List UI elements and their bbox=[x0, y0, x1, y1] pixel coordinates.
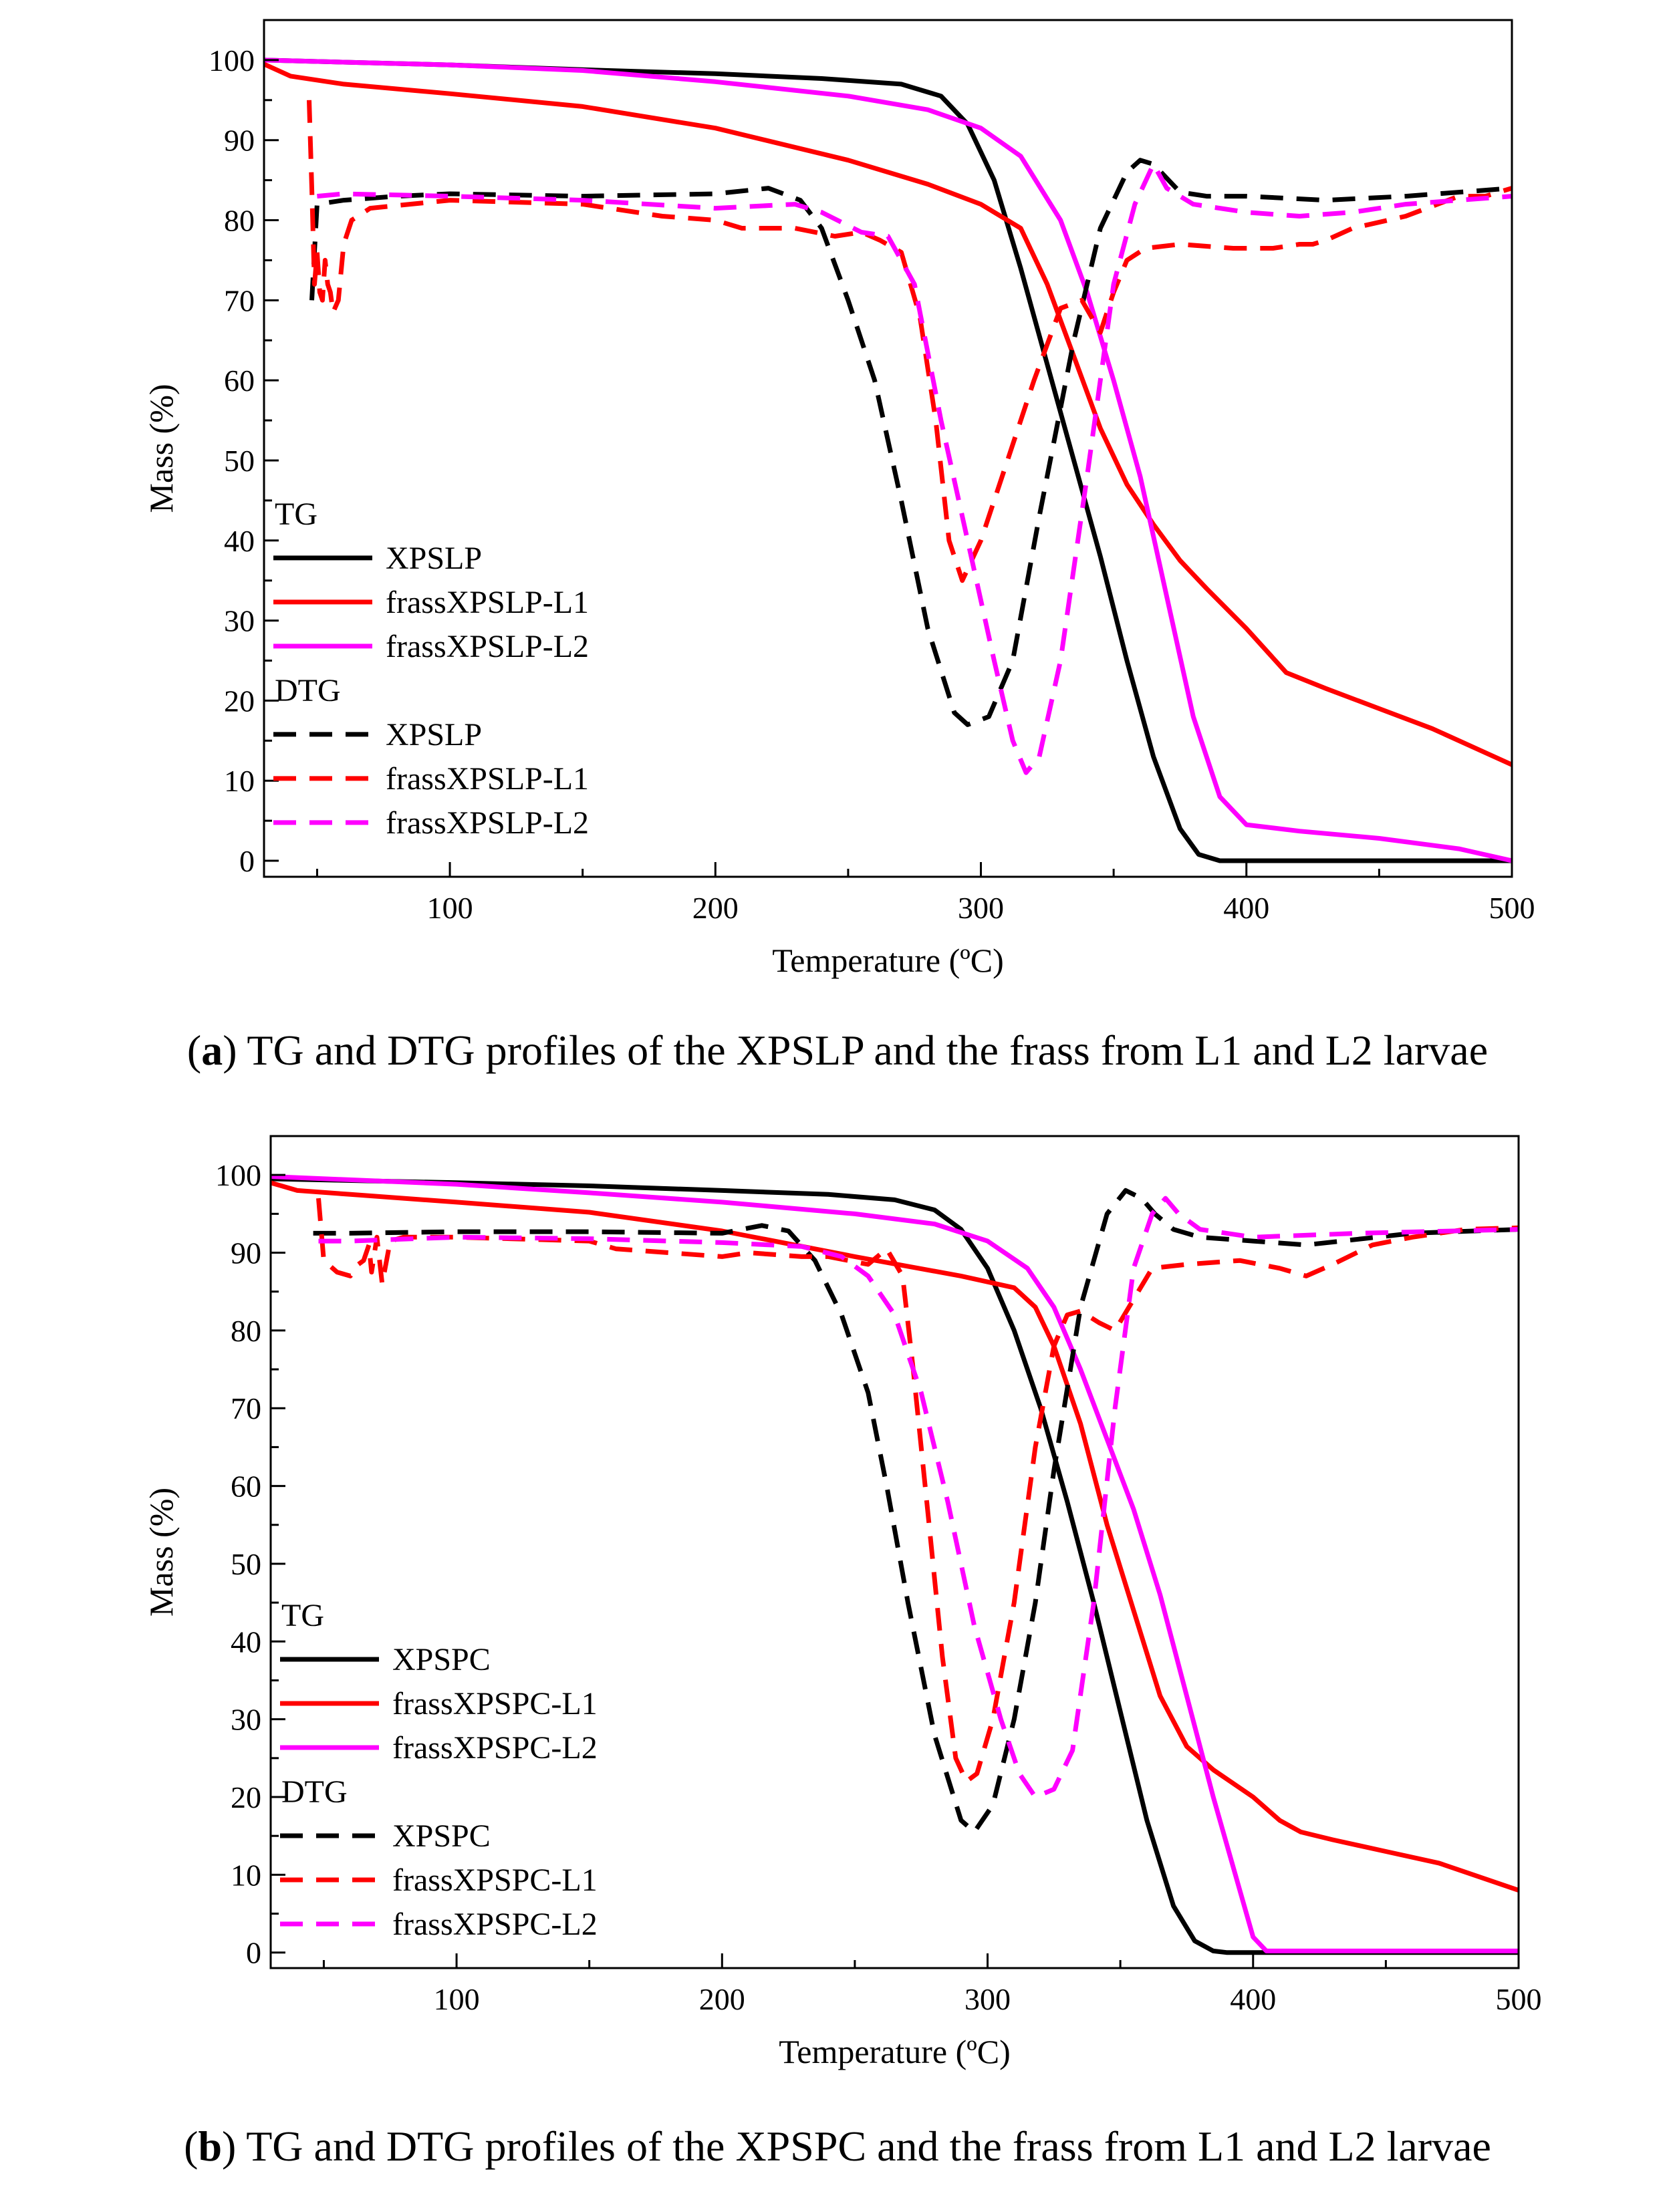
caption-b: (b) TG and DTG profiles of the XPSPC and… bbox=[184, 2122, 1491, 2170]
caption-b-letter: b bbox=[198, 2122, 223, 2170]
series-dtg-frassxpslp-l1-line bbox=[307, 100, 1512, 583]
series-tg-frassxpslp-l1-line bbox=[264, 61, 1512, 767]
series-dtg-frassxpspc-l2-line bbox=[318, 1196, 1519, 1800]
y-tick-label-40-a: 40 bbox=[224, 524, 255, 558]
y-axis-title-a: Mass (%) bbox=[142, 384, 180, 513]
x-tick-label-500-a: 500 bbox=[1489, 891, 1535, 925]
series-tg-xpspc-line bbox=[271, 1176, 1519, 1955]
caption-a: (a) TG and DTG profiles of the XPSLP and… bbox=[186, 1026, 1489, 1074]
y-tick-label-10-a: 10 bbox=[224, 764, 255, 798]
chart-a: 100 200 300 400 500 0 10 20 30 40 50 60 70 80 90 100 Tem… bbox=[142, 19, 1535, 979]
legend-label-dtg-frassxpspc-l2-b: frassXPSPC-L2 bbox=[392, 1907, 598, 1942]
series-tg-xpslp-line bbox=[264, 57, 1512, 863]
series-group-a bbox=[264, 57, 1512, 863]
y-tick-label-80-a: 80 bbox=[224, 204, 255, 238]
y-tick-label-60-a: 60 bbox=[224, 364, 255, 398]
x-axis-title-b: Temperature (ºC) bbox=[779, 2033, 1011, 2070]
series-group-b bbox=[271, 1174, 1519, 1955]
chart-panel-a: 100 200 300 400 500 0 10 20 30 40 50 60 70 80 90 100 Tem… bbox=[142, 19, 1535, 1074]
series-dtg-frassxpspc-l1-line bbox=[316, 1198, 1519, 1784]
y-tick-label-30-b: 30 bbox=[231, 1703, 261, 1737]
y-tick-label-20-a: 20 bbox=[224, 684, 255, 718]
caption-b-text: TG and DTG profiles of the XPSPC and the… bbox=[246, 2122, 1491, 2170]
y-tick-label-20-b: 20 bbox=[231, 1780, 261, 1814]
y-tick-label-100-a: 100 bbox=[209, 43, 255, 78]
series-tg-frassxpspc-l2-line bbox=[271, 1174, 1519, 1953]
y-tick-label-70-a: 70 bbox=[224, 283, 255, 317]
legend-label-dtg-frassxpslp-l1-a: frassXPSLP-L1 bbox=[386, 761, 589, 797]
y-tick-label-90-b: 90 bbox=[231, 1236, 261, 1270]
chart-panel-b: 100 200 300 400 500 0 10 20 30 40 50 60 70 80 90 100 Tem… bbox=[0, 1106, 1675, 2212]
series-dtg-xpspc-line bbox=[313, 1188, 1519, 1834]
legend-label-tg-frassxpspc-l2-b: frassXPSPC-L2 bbox=[392, 1730, 598, 1766]
caption-a-letter: a bbox=[201, 1026, 223, 1074]
x-tick-label-500-b: 500 bbox=[1496, 1982, 1542, 2016]
series-tg-frassxpspc-l1-line bbox=[271, 1180, 1519, 1893]
y-tick-label-0-a: 0 bbox=[239, 844, 255, 878]
x-tick-label-400-b: 400 bbox=[1230, 1982, 1276, 2016]
y-axis-title-b: Mass (%) bbox=[142, 1488, 180, 1617]
y-tick-label-90-a: 90 bbox=[224, 124, 255, 158]
x-axis-title-a: Temperature (ºC) bbox=[772, 942, 1004, 979]
legend-label-tg-xpspc-b: XPSPC bbox=[392, 1642, 491, 1677]
legend-title-dtg-b: DTG bbox=[281, 1774, 348, 1810]
x-tick-label-300-a: 300 bbox=[958, 891, 1004, 925]
legend-label-dtg-frassxpspc-l1-b: frassXPSPC-L1 bbox=[392, 1862, 598, 1898]
legend-title-tg-b: TG bbox=[281, 1598, 324, 1633]
y-tick-label-100-b: 100 bbox=[215, 1158, 261, 1192]
y-tick-label-80-b: 80 bbox=[231, 1314, 261, 1348]
y-tick-label-50-a: 50 bbox=[224, 444, 255, 478]
y-tick-label-70-b: 70 bbox=[231, 1391, 261, 1425]
legend-label-tg-frassxpspc-l1-b: frassXPSPC-L1 bbox=[392, 1686, 598, 1721]
x-tick-label-400-a: 400 bbox=[1223, 891, 1269, 925]
y-tick-label-0-b: 0 bbox=[246, 1936, 261, 1970]
caption-a-text: TG and DTG profiles of the XPSLP and the… bbox=[247, 1026, 1489, 1074]
legend-title-tg-a: TG bbox=[275, 497, 317, 532]
legend-label-tg-frassxpslp-l1-a: frassXPSLP-L1 bbox=[386, 585, 589, 620]
legend-label-dtg-frassxpslp-l2-a: frassXPSLP-L2 bbox=[386, 805, 589, 841]
x-tick-label-100-a: 100 bbox=[427, 891, 473, 925]
y-tick-label-10-b: 10 bbox=[231, 1858, 261, 1892]
y-tick-label-40-b: 40 bbox=[231, 1625, 261, 1659]
legend-label-tg-frassxpslp-l2-a: frassXPSLP-L2 bbox=[386, 629, 589, 664]
chart-b: 100 200 300 400 500 0 10 20 30 40 50 60 70 80 90 100 Tem… bbox=[142, 1135, 1542, 2070]
series-dtg-xpslp-line bbox=[309, 158, 1512, 727]
y-tick-label-30-a: 30 bbox=[224, 604, 255, 638]
x-tick-label-100-b: 100 bbox=[434, 1982, 480, 2016]
plot-frame-b bbox=[269, 1135, 1520, 1969]
x-tick-label-200-a: 200 bbox=[692, 891, 739, 925]
legend-label-tg-xpslp-a: XPSLP bbox=[386, 541, 482, 576]
x-tick-label-300-b: 300 bbox=[964, 1982, 1011, 2016]
legend-label-dtg-xpslp-a: XPSLP bbox=[386, 717, 482, 752]
legend-title-dtg-a: DTG bbox=[275, 673, 341, 708]
y-tick-label-50-b: 50 bbox=[231, 1547, 261, 1581]
series-tg-frassxpslp-l2-line bbox=[264, 57, 1512, 863]
legend-label-dtg-xpspc-b: XPSPC bbox=[392, 1818, 491, 1854]
plot-frame-a bbox=[263, 19, 1513, 878]
x-tick-label-200-b: 200 bbox=[699, 1982, 745, 2016]
series-dtg-frassxpslp-l2-line bbox=[317, 162, 1512, 775]
y-tick-label-60-b: 60 bbox=[231, 1470, 261, 1504]
